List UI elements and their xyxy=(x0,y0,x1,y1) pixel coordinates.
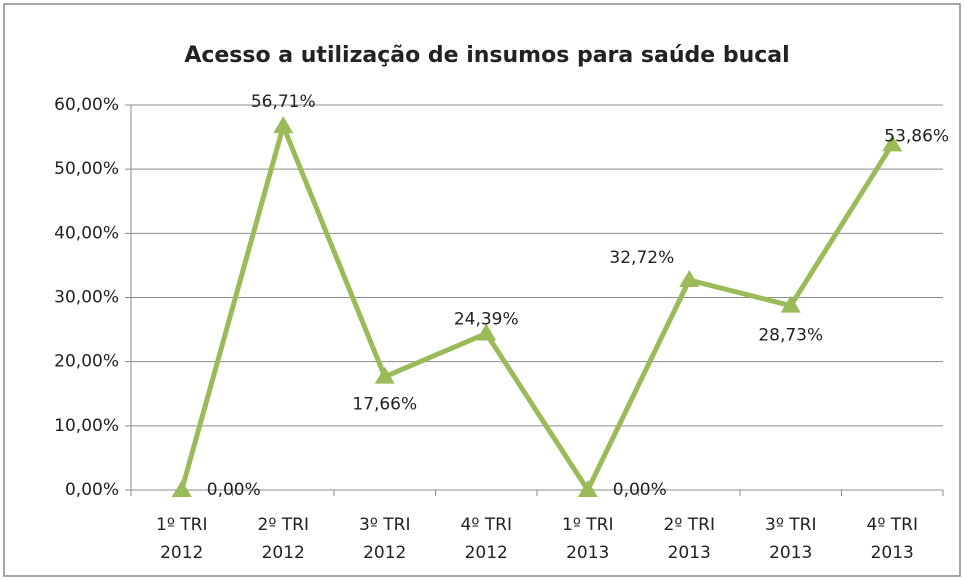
x-tick-label: 4º TRI xyxy=(867,515,918,535)
y-tick-label: 60,00% xyxy=(54,95,119,115)
x-tick-label: 3º TRI xyxy=(359,515,410,535)
chart-title: Acesso a utilização de insumos para saúd… xyxy=(184,43,789,68)
x-tick-label: 1º TRI xyxy=(562,515,613,535)
data-label: 53,86% xyxy=(884,126,949,146)
y-tick-label: 50,00% xyxy=(54,159,119,179)
data-label: 32,72% xyxy=(609,248,674,268)
marker xyxy=(780,295,801,313)
x-tick-label: 2012 xyxy=(262,543,305,563)
marker xyxy=(374,366,395,384)
y-tick-label: 0,00% xyxy=(65,480,119,500)
y-tick-label: 40,00% xyxy=(54,223,119,243)
series-line xyxy=(179,123,895,493)
marker xyxy=(273,116,294,134)
x-tick-label: 2013 xyxy=(871,543,914,563)
x-tick-label: 2013 xyxy=(566,543,609,563)
x-tick-label: 2º TRI xyxy=(258,515,309,535)
y-tick-label: 10,00% xyxy=(54,416,119,436)
x-tick-label: 3º TRI xyxy=(765,515,816,535)
data-label: 0,00% xyxy=(207,480,261,500)
y-tick-label: 20,00% xyxy=(54,352,119,372)
data-label: 0,00% xyxy=(613,480,667,500)
data-label: 28,73% xyxy=(758,326,823,346)
x-tick-label: 2012 xyxy=(160,543,203,563)
x-tick-label: 2012 xyxy=(363,543,406,563)
marker xyxy=(882,134,903,152)
data-label: 24,39% xyxy=(454,309,519,329)
x-tick-label: 2013 xyxy=(769,543,812,563)
marker xyxy=(171,480,192,497)
x-tick-label: 1º TRI xyxy=(156,515,207,535)
data-label: 56,71% xyxy=(251,92,316,112)
x-tick-label: 2013 xyxy=(668,543,711,563)
y-tick-label: 30,00% xyxy=(54,288,119,308)
x-tick-label: 2012 xyxy=(465,543,508,563)
data-label: 17,66% xyxy=(352,395,417,415)
x-tick-label: 2º TRI xyxy=(664,515,715,535)
marker xyxy=(679,270,700,288)
marker xyxy=(577,480,598,497)
x-tick-label: 4º TRI xyxy=(461,515,512,535)
marker xyxy=(476,323,497,341)
